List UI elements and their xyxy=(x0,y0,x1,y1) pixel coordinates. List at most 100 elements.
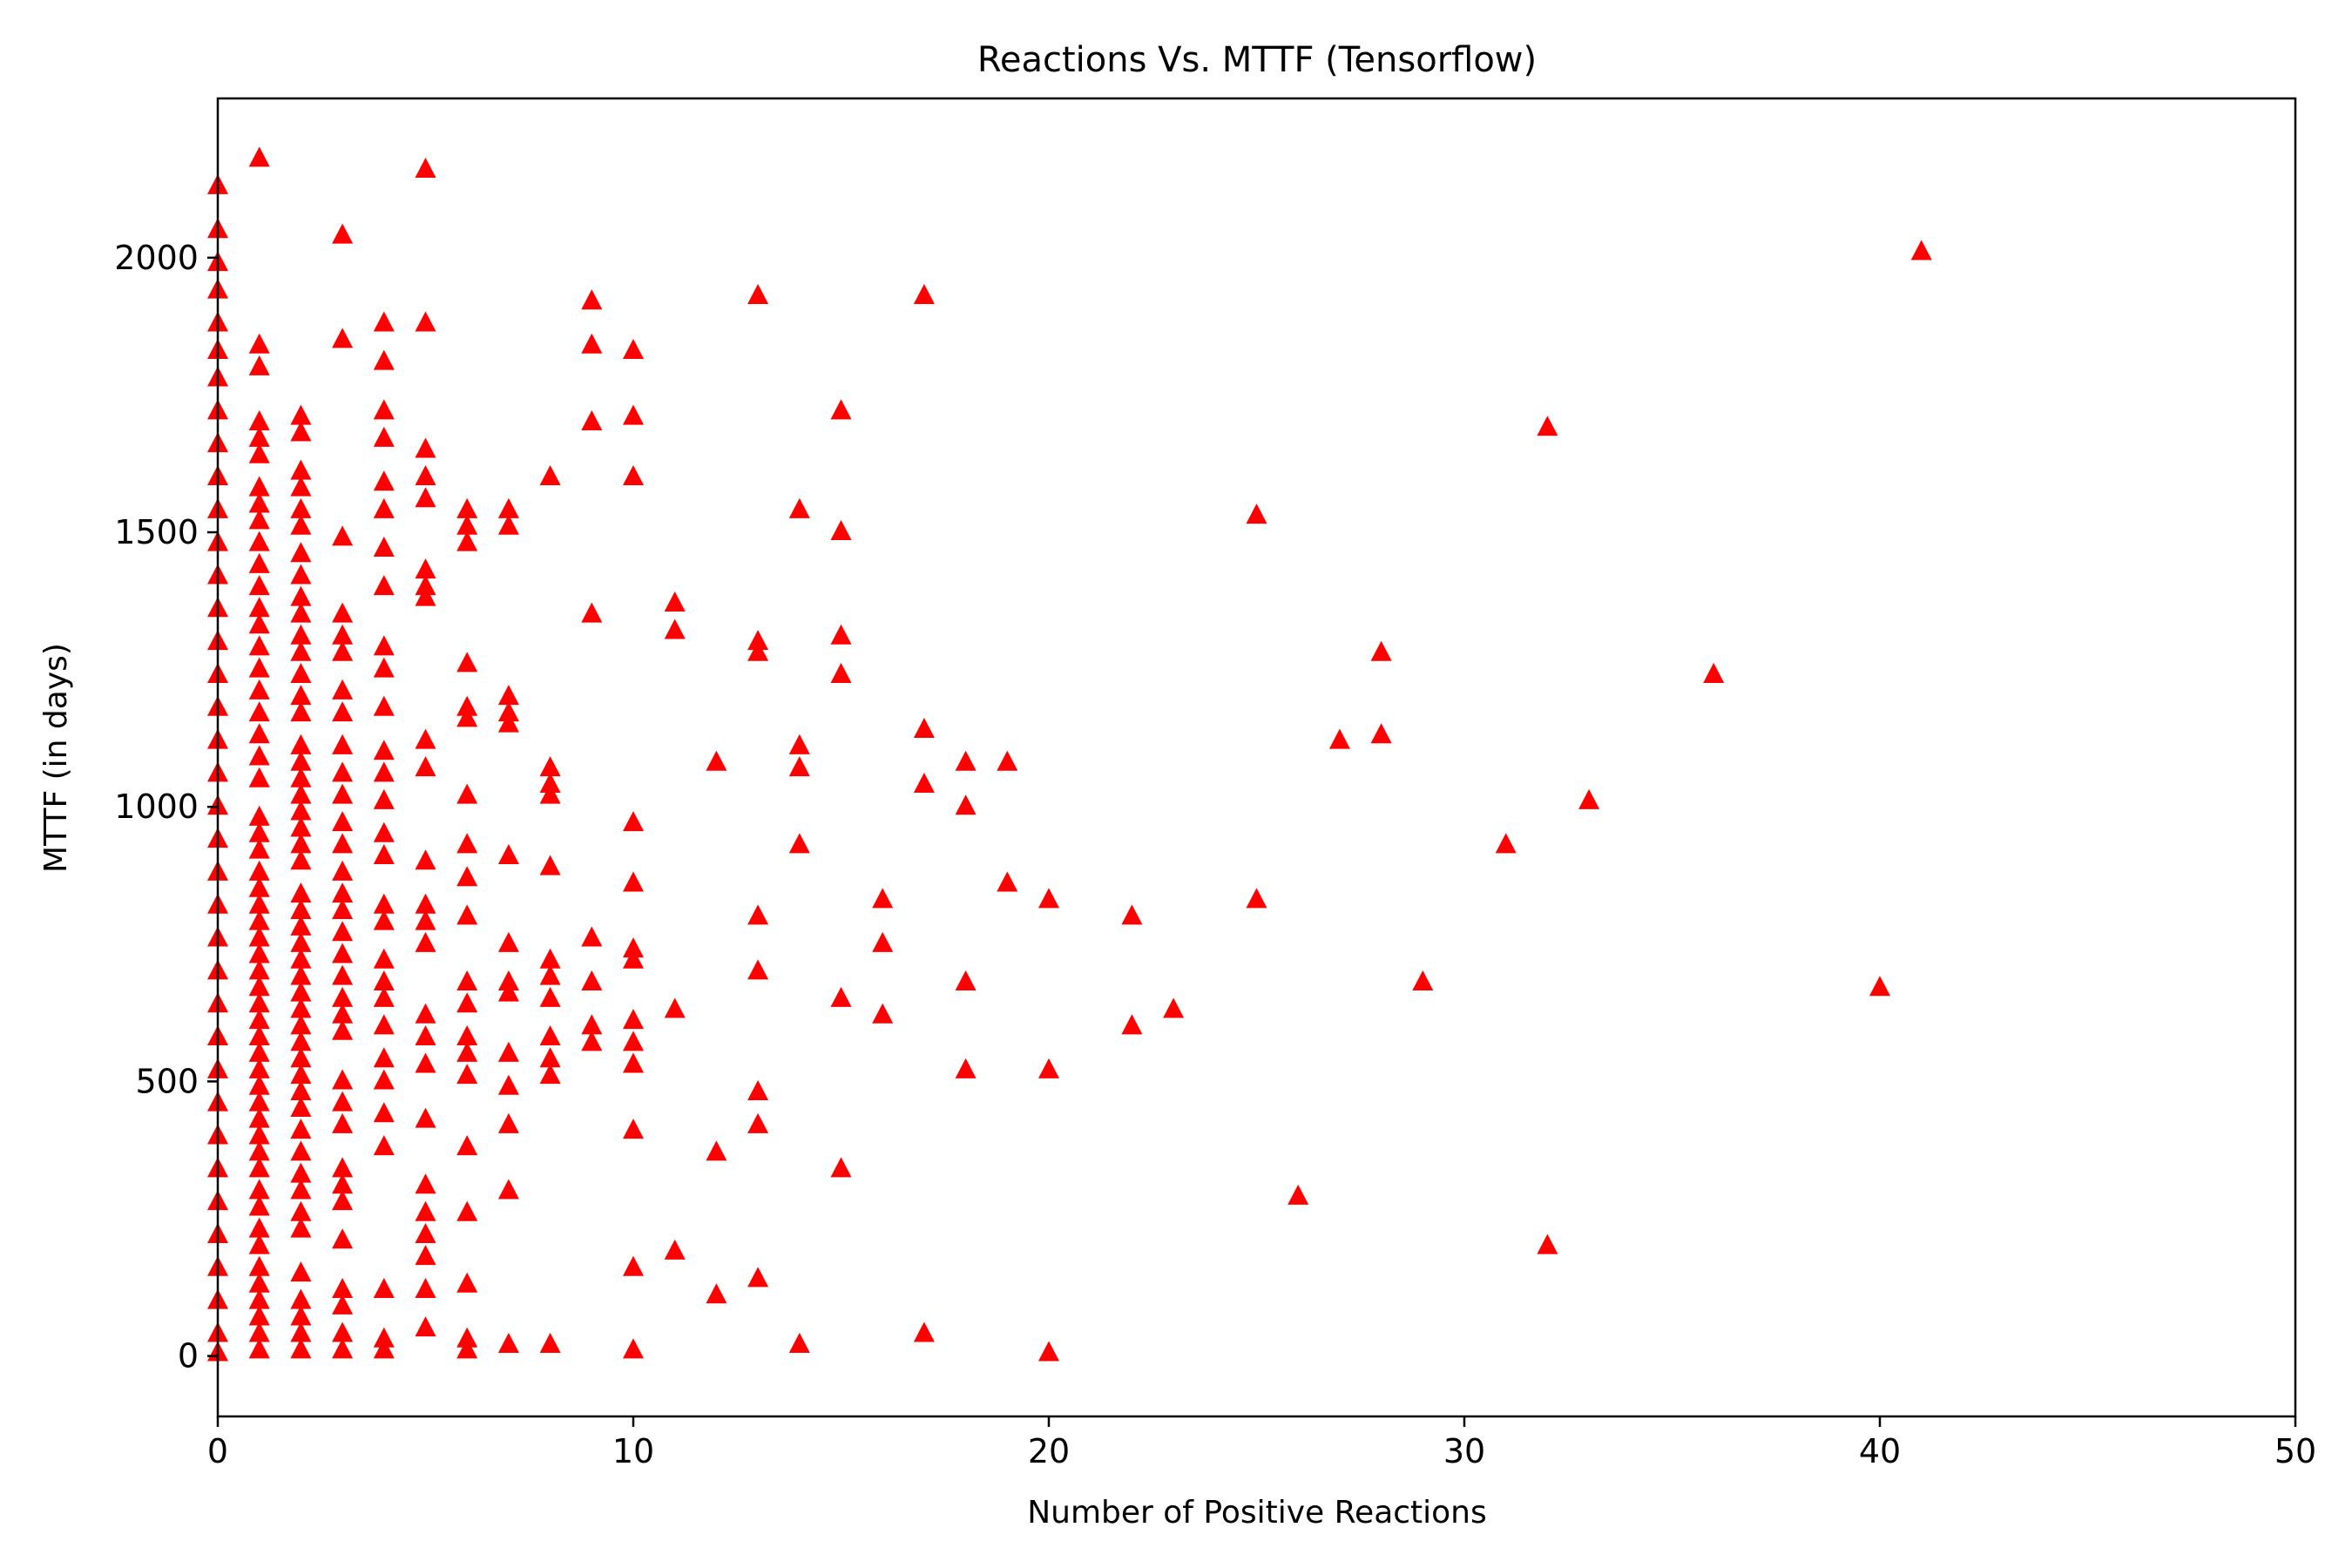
data-point xyxy=(248,926,270,947)
data-point xyxy=(456,695,478,716)
data-point xyxy=(248,476,270,497)
x-tick-label: 0 xyxy=(207,1432,228,1470)
data-point xyxy=(415,1245,436,1266)
data-point xyxy=(581,1031,603,1051)
data-point xyxy=(706,1140,727,1161)
data-point xyxy=(248,1058,270,1078)
data-point xyxy=(373,788,395,809)
data-point xyxy=(1412,970,1434,990)
data-point xyxy=(248,1338,270,1359)
data-point xyxy=(290,640,312,661)
data-point xyxy=(248,1179,270,1200)
y-tick-label: 1000 xyxy=(114,787,199,826)
data-point xyxy=(1121,904,1143,925)
data-point xyxy=(290,849,312,870)
data-point xyxy=(664,591,686,612)
data-point xyxy=(290,1261,312,1282)
data-point xyxy=(581,926,603,947)
data-point xyxy=(623,937,644,958)
x-tick-label: 20 xyxy=(1028,1432,1070,1470)
data-point xyxy=(290,816,312,837)
data-point xyxy=(248,146,270,167)
data-point xyxy=(1370,723,1392,744)
data-point xyxy=(1121,1014,1143,1035)
data-point xyxy=(248,492,270,513)
data-point xyxy=(248,1124,270,1145)
data-point xyxy=(248,443,270,463)
data-point xyxy=(415,311,436,332)
data-point xyxy=(1495,833,1517,854)
data-point xyxy=(456,833,478,854)
data-point xyxy=(290,1064,312,1085)
data-point xyxy=(373,497,395,518)
data-point xyxy=(664,997,686,1018)
data-point xyxy=(1537,1233,1558,1254)
data-point xyxy=(248,893,270,914)
data-point xyxy=(290,1140,312,1161)
data-point xyxy=(290,685,312,706)
data-point xyxy=(248,959,270,980)
data-point xyxy=(248,509,270,530)
data-point xyxy=(373,909,395,930)
data-point xyxy=(248,1009,270,1030)
data-point xyxy=(248,575,270,596)
y-tick-label: 500 xyxy=(135,1062,199,1100)
x-axis-label: Number of Positive Reactions xyxy=(1027,1495,1487,1531)
data-point xyxy=(747,1080,769,1101)
data-point xyxy=(290,1200,312,1221)
data-point xyxy=(623,404,644,425)
data-point xyxy=(332,986,354,1007)
data-point xyxy=(248,552,270,573)
data-point xyxy=(539,464,561,485)
data-point xyxy=(373,893,395,914)
data-point xyxy=(290,602,312,623)
data-point xyxy=(248,805,270,826)
data-point xyxy=(332,1003,354,1024)
data-point xyxy=(373,426,395,447)
data-point xyxy=(373,761,395,782)
data-point xyxy=(788,756,810,777)
data-point xyxy=(539,756,561,777)
data-point xyxy=(415,585,436,606)
data-point xyxy=(332,624,354,645)
data-point xyxy=(788,733,810,754)
data-point xyxy=(497,685,519,706)
data-point xyxy=(373,948,395,969)
data-point xyxy=(415,464,436,485)
data-point xyxy=(248,1140,270,1161)
data-point xyxy=(248,723,270,744)
data-point xyxy=(497,1112,519,1133)
data-point xyxy=(373,657,395,678)
x-tick-label: 10 xyxy=(612,1432,654,1470)
y-axis-ticks: 0 500 1000 1500 2000 xyxy=(114,239,218,1375)
data-point xyxy=(497,514,519,535)
data-point xyxy=(373,986,395,1007)
data-point xyxy=(248,679,270,700)
data-point xyxy=(332,921,354,942)
data-point xyxy=(248,1041,270,1062)
data-point xyxy=(581,409,603,430)
y-tick-label: 0 xyxy=(178,1337,199,1375)
data-point xyxy=(539,1047,561,1068)
data-point xyxy=(456,1064,478,1085)
data-point xyxy=(456,1338,478,1359)
data-point xyxy=(248,1272,270,1293)
data-point xyxy=(373,843,395,864)
data-point xyxy=(539,783,561,804)
data-point xyxy=(955,794,977,815)
data-point xyxy=(248,1074,270,1095)
data-point xyxy=(290,1096,312,1117)
data-point xyxy=(373,311,395,332)
data-point xyxy=(248,333,270,354)
data-point xyxy=(290,915,312,936)
data-point xyxy=(788,497,810,518)
data-point xyxy=(332,1019,354,1040)
data-point xyxy=(747,640,769,661)
data-point xyxy=(456,531,478,551)
data-point xyxy=(373,1069,395,1090)
data-point xyxy=(248,821,270,842)
data-point xyxy=(373,695,395,716)
data-point xyxy=(290,1014,312,1035)
x-tick-label: 30 xyxy=(1443,1432,1485,1470)
